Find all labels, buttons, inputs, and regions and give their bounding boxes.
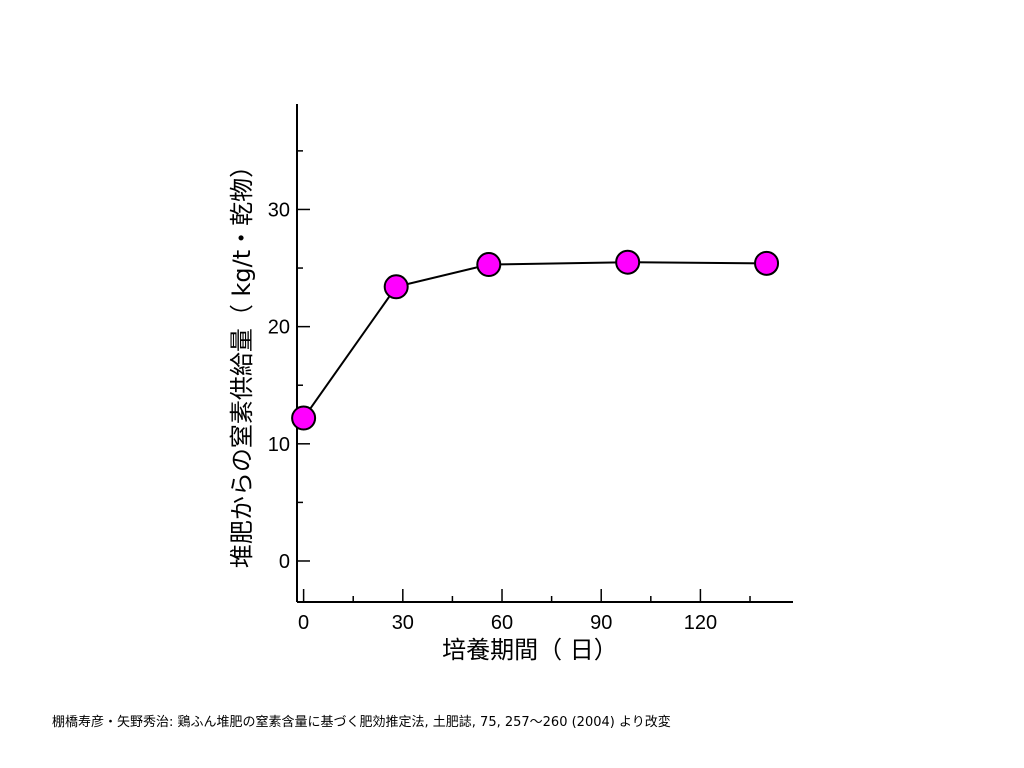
y-tick-label: 20 (268, 317, 290, 339)
x-tick-label: 120 (684, 612, 717, 634)
data-point-marker (383, 274, 409, 300)
data-point-marker (291, 405, 317, 431)
x-tick-label: 60 (491, 612, 513, 634)
y-tick-label: 30 (268, 199, 290, 221)
chart-axes (296, 104, 793, 603)
data-point-marker (615, 249, 641, 275)
y-axis-title: 堆肥からの窒素供給量（ kg/t・乾物） (228, 154, 256, 568)
x-tick-label: 90 (590, 612, 612, 634)
x-axis-title: 培養期間（ 日） (442, 636, 618, 664)
series-line (302, 261, 767, 419)
chart-tick-labels: 0 10 20 30 0 30 60 90 120 (268, 199, 717, 634)
data-point-marker (754, 250, 780, 276)
chart-ticks (297, 150, 751, 602)
y-tick-label: 10 (268, 434, 290, 456)
x-tick-label: 30 (392, 612, 414, 634)
source-citation: 棚橋寿彦・矢野秀治: 鶏ふん堆肥の窒素含量に基づく肥効推定法, 土肥誌, 75,… (52, 715, 671, 730)
x-tick-label: 0 (298, 612, 309, 634)
data-point-marker (476, 252, 502, 278)
chart-series (291, 249, 780, 431)
y-tick-label: 0 (279, 551, 290, 573)
